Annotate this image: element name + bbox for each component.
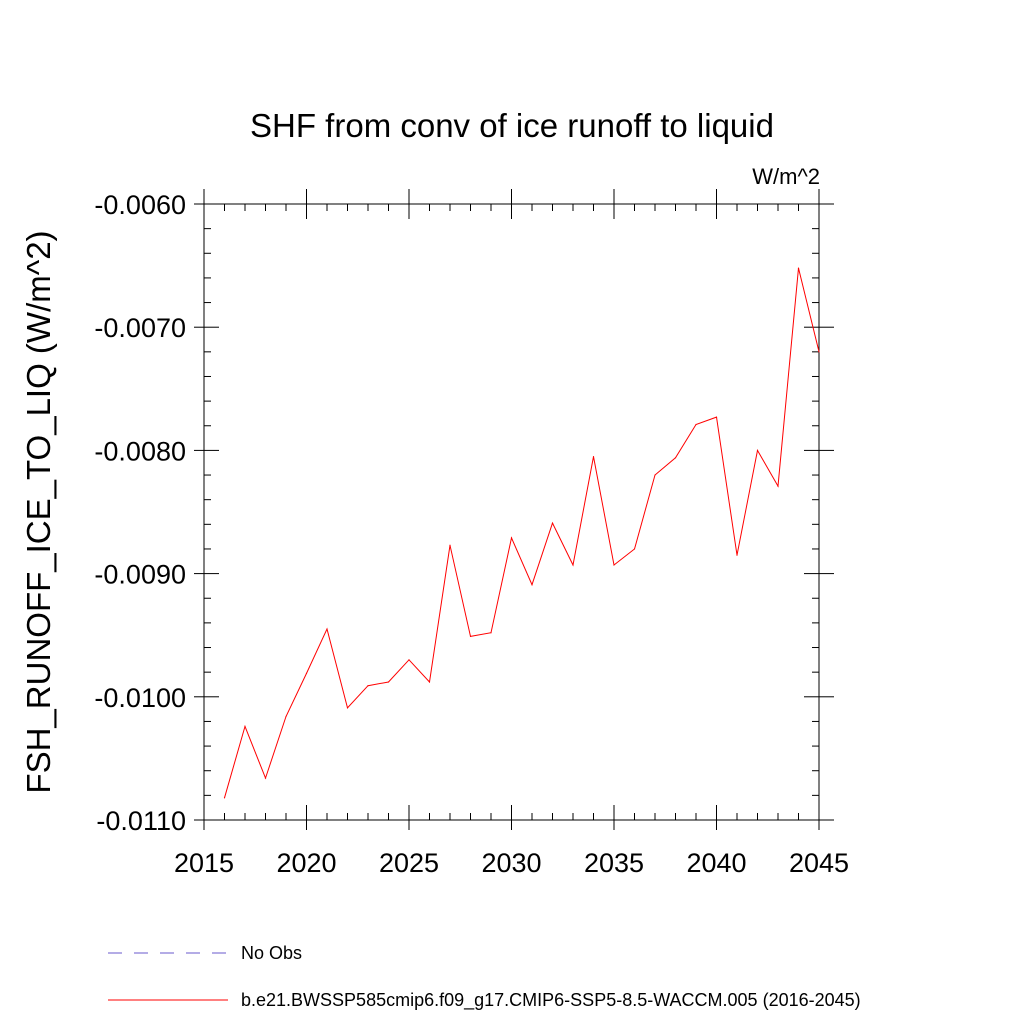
data-point xyxy=(428,681,431,683)
data-point xyxy=(756,449,759,451)
units-label: W/m^2 xyxy=(752,164,820,189)
legend: No Obs b.e21.BWSSP585cmip6.f09_g17.CMIP6… xyxy=(108,943,861,1011)
x-tick-label: 2020 xyxy=(276,848,336,878)
data-point xyxy=(531,584,533,586)
x-tick-label: 2035 xyxy=(584,848,644,878)
x-tick-label: 2025 xyxy=(379,848,439,878)
data-point xyxy=(469,635,472,638)
data-point xyxy=(633,548,636,550)
data-point xyxy=(654,474,656,476)
data-point xyxy=(777,485,779,487)
data-point xyxy=(551,522,554,524)
y-tick-label: -0.0100 xyxy=(94,683,186,713)
data-point xyxy=(387,681,390,683)
data-point xyxy=(346,707,349,709)
data-point xyxy=(490,632,492,634)
legend-label-model-run: b.e21.BWSSP585cmip6.f09_g17.CMIP6-SSP5-8… xyxy=(241,990,861,1011)
data-point xyxy=(244,725,246,727)
x-tick-label: 2030 xyxy=(481,848,541,878)
y-axis-label: FSH_RUNOFF_ICE_TO_LIQ (W/m^2) xyxy=(20,230,57,793)
data-point xyxy=(572,564,574,566)
ticks-layer: 2015 2020 2025 2030 2035 2040 2045 -0.0060 -0.00… xyxy=(94,189,849,878)
series-line-1 xyxy=(224,267,820,798)
data-point xyxy=(510,537,513,539)
data-point xyxy=(695,423,697,426)
data-point xyxy=(305,672,308,674)
x-tick-label: 2040 xyxy=(686,848,746,878)
legend-label-no-obs: No Obs xyxy=(241,943,302,963)
data-point xyxy=(326,628,328,630)
y-tick-label: -0.0080 xyxy=(94,436,186,466)
x-tick-label: 2045 xyxy=(789,848,849,878)
data-point xyxy=(285,715,287,718)
y-tick-label: -0.0090 xyxy=(94,560,186,590)
data-point xyxy=(449,544,451,546)
data-point xyxy=(367,685,369,687)
data-point xyxy=(613,564,615,566)
y-tick-label: -0.0070 xyxy=(94,313,186,343)
data-point xyxy=(408,659,410,661)
chart-title: SHF from conv of ice runoff to liquid xyxy=(250,107,774,144)
data-point xyxy=(592,455,595,458)
y-tick-label: -0.0060 xyxy=(94,190,186,220)
data-point xyxy=(223,797,226,799)
data-point xyxy=(264,777,267,779)
plot-frame xyxy=(203,203,820,821)
data-point xyxy=(797,267,800,269)
data-point xyxy=(715,416,718,418)
x-tick-label: 2015 xyxy=(174,848,234,878)
y-tick-label: -0.0110 xyxy=(96,806,186,836)
series-layer xyxy=(223,267,820,799)
data-point xyxy=(674,457,677,459)
data-point xyxy=(818,351,820,353)
data-point xyxy=(736,554,738,556)
